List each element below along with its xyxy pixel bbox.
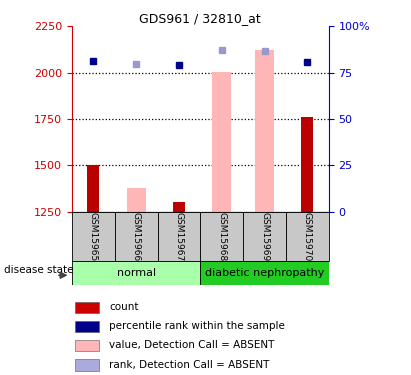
Bar: [75, 340, 99, 351]
Bar: [127, 188, 146, 212]
Text: GSM15970: GSM15970: [303, 211, 312, 261]
Bar: [75, 321, 99, 332]
Text: GSM15966: GSM15966: [132, 211, 141, 261]
Bar: [115, 212, 157, 261]
Bar: [200, 261, 329, 285]
Text: normal: normal: [117, 268, 156, 278]
Bar: [72, 212, 115, 261]
Bar: [255, 50, 274, 212]
Text: GSM15968: GSM15968: [217, 211, 226, 261]
Text: value, Detection Call = ABSENT: value, Detection Call = ABSENT: [109, 340, 275, 350]
Bar: [200, 212, 243, 261]
Text: count: count: [109, 302, 139, 312]
Bar: [212, 72, 231, 212]
Text: GSM15965: GSM15965: [89, 211, 98, 261]
Text: rank, Detection Call = ABSENT: rank, Detection Call = ABSENT: [109, 360, 270, 369]
Bar: [286, 212, 329, 261]
Text: disease state: disease state: [4, 266, 73, 275]
Text: GSM15967: GSM15967: [174, 211, 183, 261]
Bar: [75, 359, 99, 370]
Bar: [301, 117, 313, 212]
Bar: [75, 302, 99, 313]
Bar: [72, 261, 201, 285]
Bar: [157, 212, 200, 261]
Text: GSM15969: GSM15969: [260, 211, 269, 261]
Text: percentile rank within the sample: percentile rank within the sample: [109, 321, 285, 331]
Text: diabetic nephropathy: diabetic nephropathy: [205, 268, 324, 278]
Bar: [173, 202, 185, 212]
Bar: [243, 212, 286, 261]
Title: GDS961 / 32810_at: GDS961 / 32810_at: [139, 12, 261, 25]
Bar: [87, 165, 99, 212]
